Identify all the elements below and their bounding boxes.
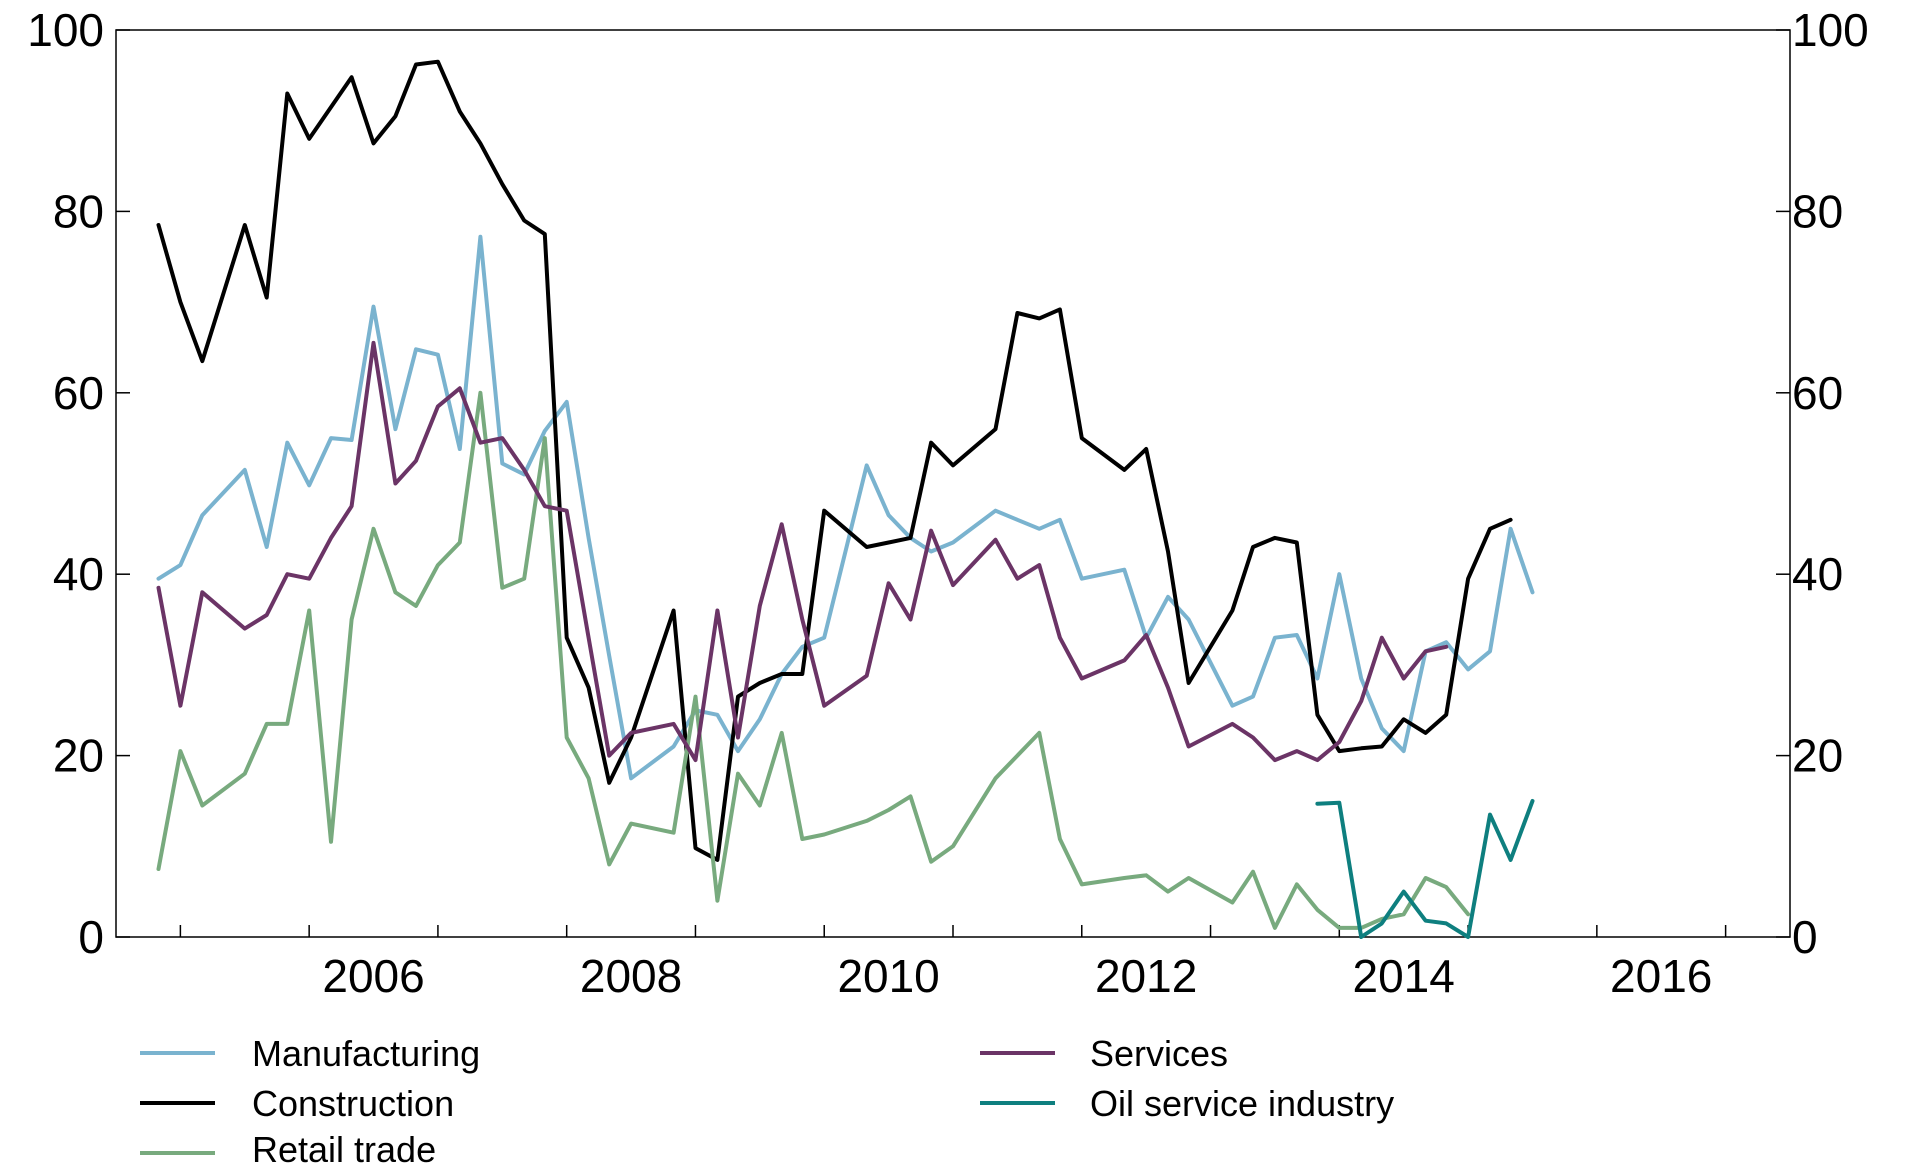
right-y-tick-label: 40 (1792, 548, 1843, 600)
legend-item-retail-trade: Retail trade (140, 1129, 436, 1165)
left-y-tick-label: 100 (27, 4, 104, 56)
legend-item-manufacturing: Manufacturing (140, 1033, 480, 1074)
left-y-tick-label: 20 (53, 730, 104, 782)
x-tick-label: 2006 (322, 950, 424, 1002)
legend-label-oil-service-industry: Oil service industry (1090, 1083, 1394, 1124)
left-y-tick-label: 60 (53, 367, 104, 419)
right-y-tick-label: 0 (1792, 911, 1818, 963)
series-line-construction (156, 59, 1513, 862)
x-tick-label: 2012 (1095, 950, 1197, 1002)
legend-item-oil-service-industry: Oil service industry (980, 1083, 1394, 1124)
legend: Manufacturing Construction Retail trade … (140, 1033, 1394, 1165)
series-line-retail-trade (156, 390, 1471, 930)
x-tick-label: 2008 (580, 950, 682, 1002)
legend-item-services: Services (980, 1033, 1228, 1074)
x-tick-label: 2016 (1610, 950, 1712, 1002)
x-axis: 2006 2008 2010 2012 2014 2016 (179, 925, 1727, 1002)
legend-item-construction: Construction (140, 1083, 454, 1124)
left-y-tick-label: 0 (78, 911, 104, 963)
right-y-axis: 0 20 40 60 80 100 (1776, 4, 1869, 963)
series-lines (156, 59, 1535, 939)
right-y-tick-label: 80 (1792, 185, 1843, 237)
legend-label-services: Services (1090, 1033, 1228, 1074)
plot-frame (115, 29, 1791, 938)
x-tick-label: 2010 (837, 950, 939, 1002)
legend-label-retail-trade: Retail trade (252, 1129, 436, 1165)
left-y-axis: 0 20 40 60 80 100 (27, 4, 130, 963)
right-y-tick-label: 100 (1792, 4, 1869, 56)
series-line-services (156, 340, 1449, 763)
legend-label-construction: Construction (252, 1083, 454, 1124)
series-line-manufacturing (156, 234, 1535, 781)
left-y-tick-label: 80 (53, 185, 104, 237)
right-y-tick-label: 20 (1792, 730, 1843, 782)
x-tick-label: 2014 (1353, 950, 1455, 1002)
legend-label-manufacturing: Manufacturing (252, 1033, 480, 1074)
left-y-tick-label: 40 (53, 548, 104, 600)
right-y-tick-label: 60 (1792, 367, 1843, 419)
series-line-oil-service-industry (1315, 799, 1535, 939)
